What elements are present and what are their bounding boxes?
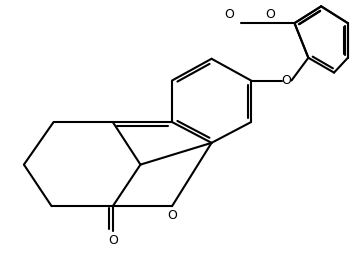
Text: O: O xyxy=(108,234,118,247)
Text: O: O xyxy=(266,8,275,21)
Text: O: O xyxy=(224,8,234,21)
Text: O: O xyxy=(281,74,291,87)
Text: O: O xyxy=(167,209,177,222)
